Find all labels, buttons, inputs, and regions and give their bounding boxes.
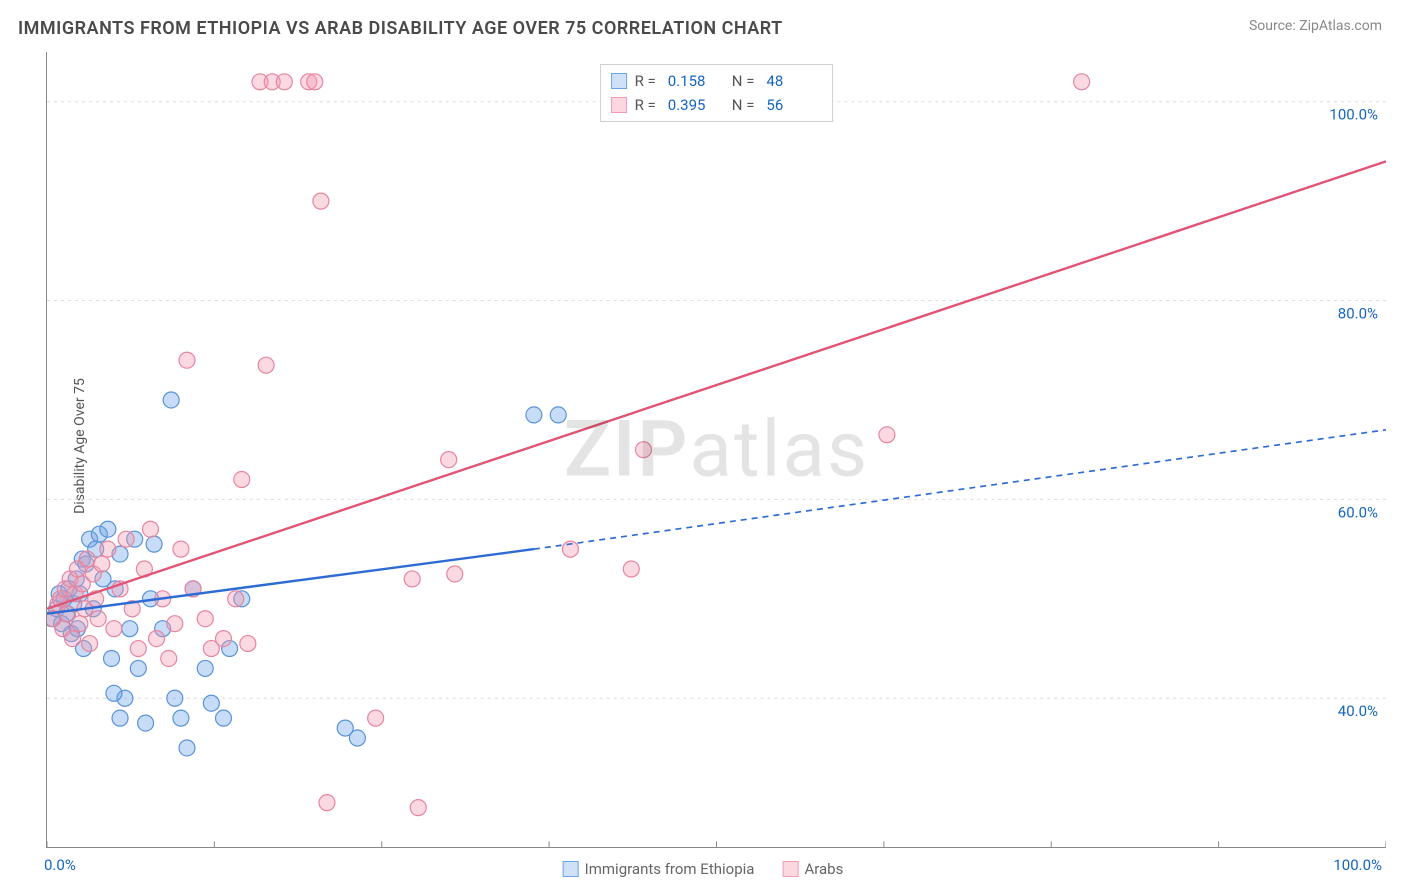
legend-item-arabs: Arabs bbox=[782, 860, 843, 878]
svg-text:100.0%: 100.0% bbox=[1329, 106, 1378, 124]
r-label: R = bbox=[635, 69, 656, 93]
swatch-ethiopia bbox=[611, 73, 627, 89]
source-label: Source: bbox=[1249, 18, 1296, 34]
chart-legend: Immigrants from Ethiopia Arabs bbox=[563, 860, 844, 878]
stats-row-ethiopia: R = 0.158 N = 48 bbox=[611, 69, 823, 93]
x-axis-min-label: 0.0% bbox=[44, 856, 76, 874]
legend-swatch-arabs bbox=[782, 861, 798, 877]
n-label: N = bbox=[732, 69, 755, 93]
source-name: ZipAtlas.com bbox=[1299, 18, 1382, 34]
chart-container: IMMIGRANTS FROM ETHIOPIA VS ARAB DISABIL… bbox=[0, 0, 1406, 892]
correlation-stats-box: R = 0.158 N = 48 R = 0.395 N = 56 bbox=[600, 64, 834, 122]
source-attribution: Source: ZipAtlas.com bbox=[1249, 18, 1382, 34]
legend-label-arabs: Arabs bbox=[804, 860, 843, 878]
svg-text:80.0%: 80.0% bbox=[1338, 305, 1378, 323]
legend-swatch-ethiopia bbox=[563, 861, 579, 877]
swatch-arabs bbox=[611, 97, 627, 113]
r-value-ethiopia: 0.158 bbox=[668, 69, 724, 93]
svg-text:60.0%: 60.0% bbox=[1338, 503, 1378, 521]
n-value-ethiopia: 48 bbox=[766, 69, 822, 93]
r-label: R = bbox=[635, 93, 656, 117]
r-value-arabs: 0.395 bbox=[668, 93, 724, 117]
scatter-plot: 40.0% 60.0% 80.0% 100.0% bbox=[47, 52, 1386, 847]
legend-item-ethiopia: Immigrants from Ethiopia bbox=[563, 860, 755, 878]
chart-title: IMMIGRANTS FROM ETHIOPIA VS ARAB DISABIL… bbox=[18, 18, 783, 39]
n-label: N = bbox=[732, 93, 755, 117]
x-axis-max-label: 100.0% bbox=[1333, 856, 1382, 874]
svg-text:40.0%: 40.0% bbox=[1338, 702, 1378, 720]
legend-label-ethiopia: Immigrants from Ethiopia bbox=[585, 860, 755, 878]
plot-area: 40.0%60.0%80.0%100.0% ZIPatlas R = 0.158… bbox=[46, 52, 1386, 848]
stats-row-arabs: R = 0.395 N = 56 bbox=[611, 93, 823, 117]
n-value-arabs: 56 bbox=[766, 93, 822, 117]
